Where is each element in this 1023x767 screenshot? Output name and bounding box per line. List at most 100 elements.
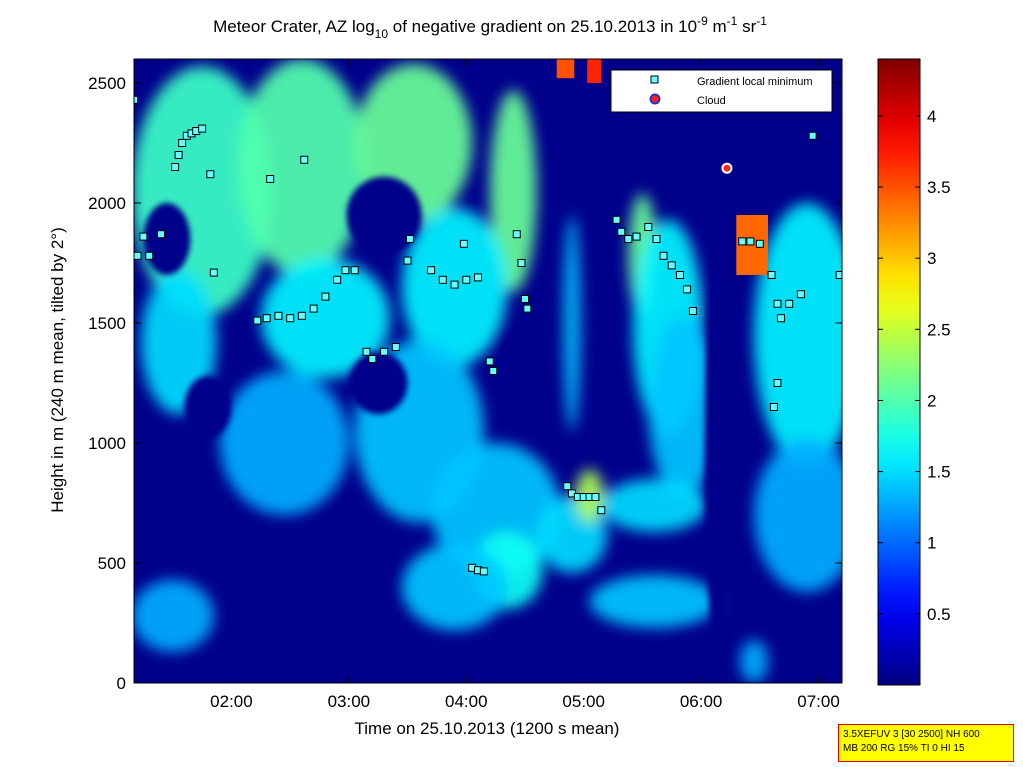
gradient-minimum-point	[773, 379, 782, 387]
gradient-region	[134, 579, 214, 652]
low-gradient-region	[348, 351, 408, 415]
y-tick-label: 0	[117, 674, 126, 693]
low-gradient-region	[499, 330, 528, 412]
colorbar-tick-label: 0.5	[927, 605, 951, 624]
gradient-minimum-point	[767, 271, 776, 279]
gradient-region	[260, 258, 390, 379]
colorbar-tick-label: 1	[927, 534, 936, 553]
gradient-minimum-point	[391, 343, 400, 351]
gradient-minimum-point	[738, 237, 747, 246]
gradient-minimum-point	[683, 285, 692, 294]
gradient-minimum-point	[835, 271, 842, 279]
plot-frame	[133, 58, 843, 684]
gradient-minimum-point	[262, 314, 271, 323]
gradient-minimum-point	[667, 261, 676, 270]
gradient-minimum-point	[297, 311, 306, 320]
colorbar-tick-label: 2.5	[927, 320, 951, 339]
gradient-minimum-point	[274, 311, 283, 320]
gradient-region	[601, 479, 707, 532]
gradient-region	[237, 59, 367, 275]
gradient-minimum-point	[362, 347, 371, 356]
colorbar-tick-label: 1.5	[927, 463, 951, 482]
gradient-minimum-point	[652, 235, 661, 243]
y-tick-label: 2500	[88, 74, 126, 93]
gradient-minimum-point	[512, 230, 521, 239]
colorbar-frame	[877, 58, 921, 686]
gradient-minimum-point	[675, 271, 684, 279]
gradient-minimum-point	[624, 235, 633, 243]
stamp-line-1: 3.5XEFUV 3 [30 2500] NH 600	[843, 729, 980, 740]
gradient-region	[141, 270, 217, 415]
gradient-minimum-point	[563, 482, 572, 491]
y-axis: 0 500 1000 1500 2000 2500	[88, 74, 842, 693]
low-gradient-region	[346, 176, 422, 254]
stamp-line-2: MB 200 RG 15% TI 0 HI 15	[843, 743, 965, 754]
gradient-field	[134, 59, 842, 683]
legend-label-minimum: Gradient local minimum	[697, 76, 813, 88]
gradient-minimum-point	[368, 355, 377, 363]
gradient-minimum-point	[746, 237, 755, 246]
x-tick-label: 03:00	[328, 692, 371, 711]
gradient-minimum-point	[485, 357, 494, 366]
gradient-minimum-point	[174, 151, 183, 159]
parameter-stamp: 3.5XEFUV 3 [30 2500] NH 600 MB 200 RG 15…	[838, 724, 1014, 762]
gradient-minimum-point	[776, 314, 785, 323]
cloud-patch	[587, 59, 602, 83]
title-sub: 10	[375, 27, 389, 41]
gradient-minimum-point	[489, 367, 498, 375]
legend: Gradient local minimum Cloud	[610, 69, 833, 113]
title-sup1: -9	[697, 14, 708, 28]
gradient-minimum-point	[321, 292, 330, 301]
x-tick-label: 06:00	[680, 692, 723, 711]
cloud-patch	[556, 59, 575, 79]
gradient-minimum-point	[644, 223, 653, 231]
title-sup2: -1	[727, 14, 738, 28]
gradient-minimum-point	[450, 280, 459, 289]
x-tick-label: 05:00	[562, 692, 605, 711]
gradient-minimum-point	[157, 230, 166, 239]
gradient-minimum-point	[145, 251, 154, 260]
gradient-minimum-point	[198, 124, 207, 133]
cloud-point	[721, 162, 733, 174]
colorbar-tick-label: 3.5	[927, 178, 951, 197]
y-tick-label: 500	[98, 554, 126, 573]
y-tick-label: 1500	[88, 314, 126, 333]
gradient-minimum-point	[785, 299, 794, 308]
low-gradient-region	[184, 375, 232, 439]
x-axis: 02:00 03:00 04:00 05:00 06:00 07:00	[210, 59, 840, 711]
title-part-b: of negative gradient on 25.10.2013 in 10	[388, 17, 697, 36]
gradient-region	[753, 203, 842, 467]
colorbar-tick-label: 3	[927, 249, 936, 268]
colorbar	[878, 59, 920, 685]
colorbar-tick-label: 2	[927, 391, 936, 410]
x-tick-label: 02:00	[210, 692, 253, 711]
legend-marker-cloud	[649, 93, 661, 105]
gradient-minimum-point	[405, 235, 414, 243]
x-axis-label: Time on 25.10.2013 (1200 s mean)	[355, 719, 620, 738]
gradient-minimum-point	[769, 403, 778, 411]
gradient-minimum-point	[659, 251, 668, 260]
gradient-minimum-point	[688, 307, 697, 315]
gradient-minimum-point	[286, 314, 295, 323]
gradient-minimum-point	[300, 155, 309, 164]
gradient-minimum-point	[309, 304, 318, 313]
gradient-minimum-point	[474, 273, 483, 282]
gradient-region	[489, 90, 537, 292]
gradient-minimum-point	[341, 266, 350, 275]
gradient-minimum-point	[253, 316, 262, 325]
gradient-region	[563, 215, 581, 431]
gradient-minimum-point	[773, 299, 782, 308]
gradient-minimum-point	[617, 227, 626, 236]
title-sup3: -1	[756, 14, 767, 28]
colorbar-ticks: 0.5 1 1.5 2 2.5 3 3.5 4	[878, 107, 951, 624]
title-part-d: sr	[737, 17, 756, 36]
markers	[134, 95, 842, 576]
legend-box	[610, 69, 833, 113]
gradient-region	[648, 315, 719, 499]
gradient-minimum-point	[462, 275, 471, 284]
gradient-minimum-point	[597, 506, 606, 515]
gradient-region	[589, 575, 719, 628]
gradient-minimum-point	[427, 266, 436, 275]
gradient-minimum-point	[134, 251, 142, 260]
